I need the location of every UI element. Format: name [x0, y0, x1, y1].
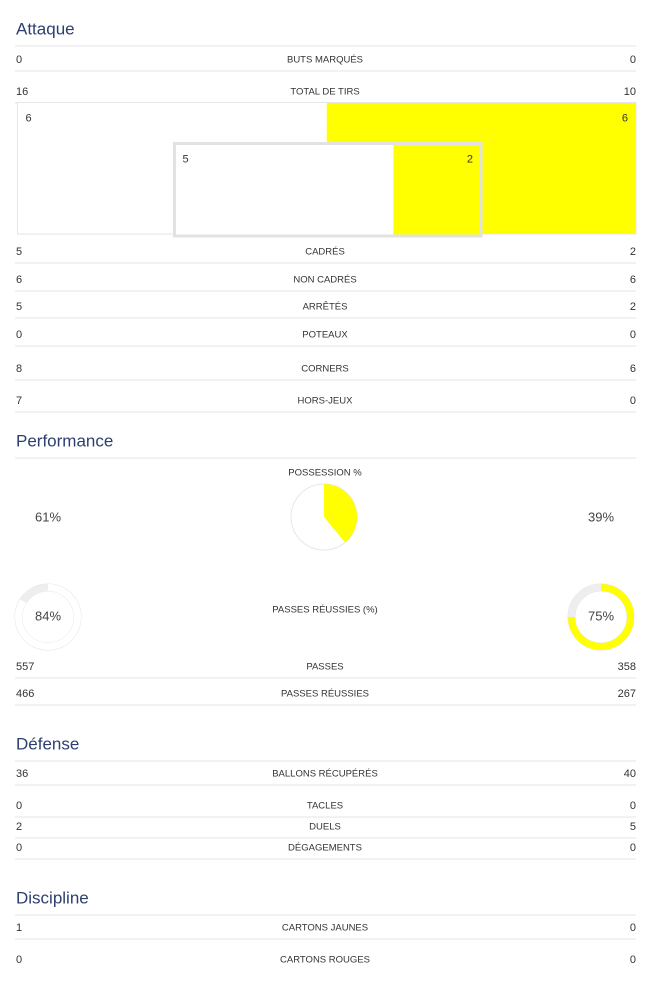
- home-value: 36: [16, 768, 28, 780]
- away-value: 0: [630, 922, 636, 934]
- section-title: Performance: [16, 431, 113, 450]
- home-value: 1: [16, 922, 22, 934]
- stat-label: ARRÊTÉS: [303, 302, 348, 313]
- home-value: 5: [16, 246, 22, 258]
- stat-label: BUTS MARQUÉS: [287, 55, 363, 66]
- shots-inner-home-label: 5: [183, 153, 189, 165]
- home-value: 16: [16, 86, 28, 98]
- home-value: 0: [16, 54, 22, 66]
- away-value: 75%: [588, 608, 614, 623]
- stat-label: CADRÉS: [305, 247, 345, 258]
- ring-rest: [20, 584, 49, 604]
- pie-home: [291, 484, 345, 550]
- shots-inner-border: [173, 142, 483, 238]
- away-value: 267: [618, 688, 636, 700]
- shots-outer-home-label: 6: [26, 112, 32, 124]
- stat-label: TOTAL DE TIRS: [290, 87, 359, 98]
- stat-label: CORNERS: [301, 364, 349, 375]
- ring-value: [568, 584, 634, 650]
- home-value: 0: [16, 954, 22, 966]
- stat-label: NON CADRÉS: [293, 275, 356, 286]
- stat-label: TACLES: [307, 801, 343, 812]
- stat-label: BALLONS RÉCUPÉRÉS: [272, 769, 378, 780]
- away-value: 0: [630, 842, 636, 854]
- stat-label: CARTONS ROUGES: [280, 955, 370, 966]
- away-value: 6: [630, 363, 636, 375]
- shots-outer-away-label: 6: [622, 112, 628, 124]
- section-title: Attaque: [16, 19, 75, 38]
- stat-label: CARTONS JAUNES: [282, 923, 368, 934]
- stat-label: HORS-JEUX: [298, 396, 354, 407]
- stat-label: PASSES RÉUSSIES (%): [272, 605, 377, 616]
- home-value: 0: [16, 842, 22, 854]
- away-value: 0: [630, 329, 636, 341]
- home-value: 8: [16, 363, 22, 375]
- away-value: 40: [624, 768, 636, 780]
- away-value: 2: [630, 246, 636, 258]
- stat-label: DÉGAGEMENTS: [288, 843, 362, 854]
- shots-inner-home: [174, 143, 394, 236]
- shots-inner-away-label: 2: [467, 153, 473, 165]
- away-value: 6: [630, 274, 636, 286]
- home-value: 0: [16, 800, 22, 812]
- away-value: 0: [630, 54, 636, 66]
- away-value: 10: [624, 86, 636, 98]
- away-value: 5: [630, 821, 636, 833]
- home-value: 2: [16, 821, 22, 833]
- ring-value: [15, 584, 81, 650]
- home-value: 6: [16, 274, 22, 286]
- away-value: 0: [630, 800, 636, 812]
- ring-rest: [568, 584, 602, 618]
- away-value: 0: [630, 954, 636, 966]
- home-value: 7: [16, 395, 22, 407]
- stat-label: DUELS: [309, 822, 341, 833]
- stat-label: PASSES RÉUSSIES: [281, 689, 369, 700]
- stat-label: PASSES: [306, 662, 343, 673]
- section-title: Défense: [16, 734, 79, 753]
- stat-label: POTEAUX: [302, 330, 348, 341]
- shots-inner-away: [393, 143, 481, 236]
- home-value: 466: [16, 688, 34, 700]
- away-value: 0: [630, 395, 636, 407]
- home-value: 5: [16, 301, 22, 313]
- section-title: Discipline: [16, 888, 89, 907]
- home-value: 557: [16, 661, 34, 673]
- away-value: 358: [618, 661, 636, 673]
- away-value: 39%: [588, 509, 614, 524]
- away-value: 2: [630, 301, 636, 313]
- stat-label: POSSESSION %: [288, 468, 362, 479]
- home-value: 61%: [35, 509, 61, 524]
- pie-away: [324, 484, 357, 543]
- home-value: 84%: [35, 608, 61, 623]
- home-value: 0: [16, 329, 22, 341]
